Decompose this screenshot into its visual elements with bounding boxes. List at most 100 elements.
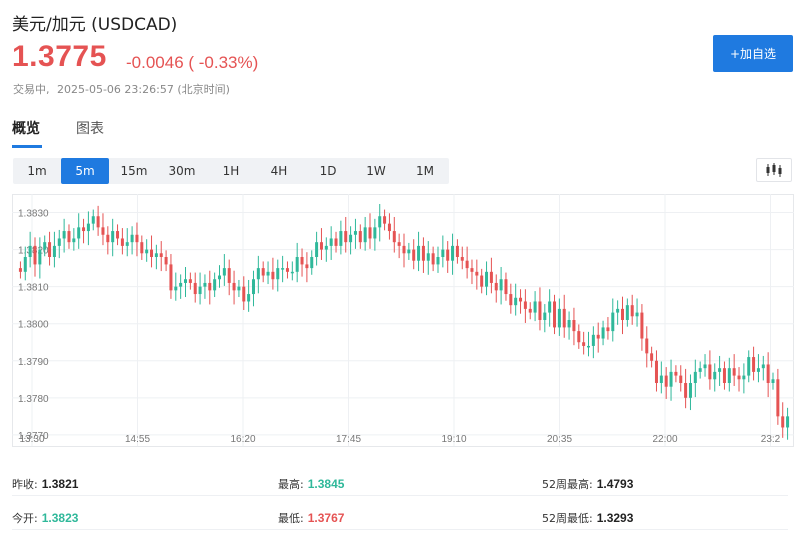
candle-body <box>101 227 105 235</box>
candle-body <box>43 242 47 250</box>
chart-type-button[interactable] <box>756 158 792 182</box>
candle-body <box>727 368 731 383</box>
current-price: 1.3775 <box>12 40 107 73</box>
candle-body <box>251 279 255 295</box>
candle-body <box>485 271 489 287</box>
candle-body <box>266 271 270 276</box>
tab-chart[interactable]: 图表 <box>76 121 104 137</box>
stat-low: 最低: 1.3767 <box>278 510 344 526</box>
candle-body <box>606 327 610 332</box>
candle-body <box>353 231 357 235</box>
candle-body <box>179 282 183 287</box>
candlestick-chart[interactable]: 1.38301.38201.38101.38001.37901.37801.37… <box>12 194 794 458</box>
candle-body <box>674 371 678 376</box>
candle-body <box>412 249 416 261</box>
period-1m[interactable]: 1m <box>27 164 47 178</box>
candle-body <box>494 282 498 291</box>
period-30m[interactable]: 30m <box>168 164 196 178</box>
candle-body <box>431 253 435 265</box>
candle-body <box>601 327 605 339</box>
candle-body <box>553 301 557 328</box>
candle-body <box>650 353 654 361</box>
candle-body <box>436 257 440 265</box>
candle-body <box>242 286 246 302</box>
stat-value: 1.3767 <box>307 511 345 525</box>
candle-body <box>193 282 197 295</box>
candle-body <box>174 286 178 291</box>
candle-body <box>392 231 396 243</box>
candle-body <box>577 331 581 343</box>
candle-body <box>586 345 591 348</box>
candle-body <box>582 342 586 346</box>
candle-body <box>451 245 455 261</box>
period-1h[interactable]: 1H <box>222 164 240 178</box>
y-tick-label: 1.3790 <box>18 357 49 368</box>
period-1d[interactable]: 1D <box>319 164 337 178</box>
candle-body <box>145 249 149 254</box>
candle-body <box>654 360 658 383</box>
candle-body <box>693 371 697 383</box>
period-15m[interactable]: 15m <box>120 164 148 178</box>
price-chart[interactable]: 1.3830 1.3820 1.3810 1.3800 1.3790 1.3780 1.37… <box>12 194 794 458</box>
candle-body <box>256 268 260 280</box>
candle-body <box>771 379 775 383</box>
candle-body <box>208 282 212 291</box>
candle-body <box>679 375 683 383</box>
stat-label: 最低: <box>278 512 304 525</box>
y-tick-label: 1.3810 <box>18 283 49 294</box>
candle-body <box>426 253 430 261</box>
candle-body <box>237 286 241 291</box>
status-label: 交易中, <box>13 83 50 96</box>
candle-body <box>72 238 76 243</box>
candle-body <box>344 231 348 243</box>
candle-body <box>407 249 411 254</box>
candle-body <box>698 368 702 372</box>
candle-body <box>290 271 294 274</box>
candle-body <box>120 238 124 246</box>
chart-frame <box>12 194 794 447</box>
candle-body <box>329 238 333 246</box>
candle-body <box>261 268 265 276</box>
candle-body <box>276 268 280 280</box>
candle-body <box>169 264 173 291</box>
candle-body <box>23 257 27 272</box>
tab-overview[interactable]: 概览 <box>12 118 42 148</box>
candle-body <box>358 231 362 243</box>
candle-body <box>684 383 688 398</box>
stat-prev-close: 昨收: 1.3821 <box>12 476 78 492</box>
candle-body <box>217 275 222 280</box>
candle-body <box>766 364 770 383</box>
x-tick-label: 20:35 <box>547 434 572 445</box>
candle-body <box>38 249 42 265</box>
candle-body <box>504 279 508 295</box>
period-4h[interactable]: 4H <box>270 164 288 178</box>
candle-body <box>523 301 527 309</box>
candle-body <box>732 368 736 376</box>
candle-body <box>460 257 464 261</box>
candle-body <box>519 297 523 302</box>
candle-body <box>135 234 139 243</box>
stat-value: 1.3293 <box>596 511 634 525</box>
period-5m[interactable]: 5m <box>61 158 109 184</box>
candle-body <box>557 308 561 328</box>
candle-body <box>324 245 328 250</box>
candle-body <box>475 271 479 276</box>
x-tick-label: 16:20 <box>230 434 255 445</box>
y-tick-label: 1.3830 <box>18 209 49 220</box>
candle-body <box>285 268 289 272</box>
candle-body <box>756 368 760 372</box>
candle-body <box>387 223 391 232</box>
x-tick-label: 19:10 <box>441 434 466 445</box>
stat-52w-high: 52周最高: 1.4793 <box>542 476 633 492</box>
candle-body <box>742 375 746 380</box>
candle-body <box>368 227 372 239</box>
period-1w[interactable]: 1W <box>366 164 386 178</box>
candle-body <box>548 301 552 313</box>
candle-body <box>150 249 154 257</box>
trading-status: 交易中, 2025-05-06 23:26:57 (北京时间) <box>13 81 230 97</box>
candle-body <box>48 242 52 257</box>
period-1mo[interactable]: 1M <box>416 164 434 178</box>
candle-body <box>635 312 639 317</box>
candle-body <box>18 268 22 272</box>
add-to-watchlist-button[interactable]: +加自选 <box>713 35 793 72</box>
